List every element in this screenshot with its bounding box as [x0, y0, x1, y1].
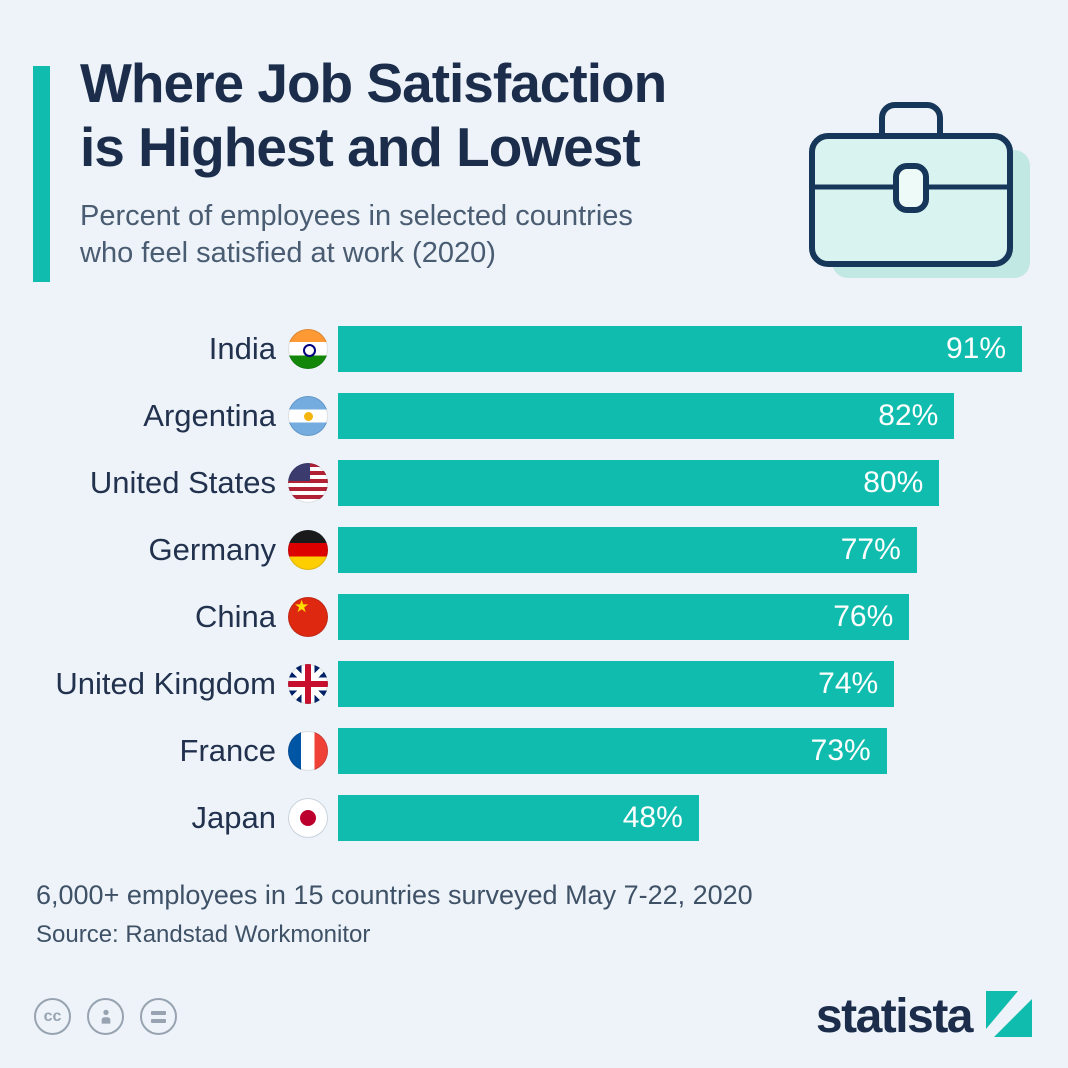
bar-value: 73% [810, 734, 871, 767]
country-name: Argentina [143, 398, 276, 433]
statista-logo-text: statista [815, 989, 974, 1043]
bar-value: 74% [818, 667, 879, 700]
bar-value: 77% [840, 533, 901, 566]
country-name: Japan [191, 800, 276, 835]
license-icons: cc [34, 998, 177, 1035]
flag-germany-icon [288, 530, 328, 570]
bar-argentina: 82% [338, 393, 955, 439]
statista-logo: statista [816, 991, 1032, 1042]
cc-icon[interactable]: cc [34, 998, 71, 1035]
bar-area: 76% [338, 594, 1022, 640]
bar-area: 82% [338, 393, 1022, 439]
page-title-line2: is Highest and Lowest [80, 115, 641, 178]
chart-row: China 76% [36, 594, 1022, 640]
source-note: Source: Randstad Workmonitor [36, 921, 371, 948]
briefcase-icon [800, 74, 1038, 291]
flag-france-icon [288, 731, 328, 771]
bar-germany: 77% [338, 527, 917, 573]
chart-row: United States 80% [36, 460, 1022, 506]
country-label: France [36, 731, 328, 771]
bar-area: 48% [338, 795, 1022, 841]
bar-india: 91% [338, 326, 1022, 372]
page-subtitle: Percent of employees in selected countri… [80, 198, 820, 273]
country-label: United States [36, 463, 328, 503]
country-label: United Kingdom [36, 664, 328, 704]
country-label: Germany [36, 530, 328, 570]
chart-row: Germany 77% [36, 527, 1022, 573]
flag-japan-icon [288, 798, 328, 838]
header: Where Job Satisfaction is Highest and Lo… [80, 52, 820, 273]
survey-note: 6,000+ employees in 15 countries surveye… [36, 880, 753, 910]
bar-area: 77% [338, 527, 1022, 573]
country-label: Argentina [36, 396, 328, 436]
footnotes: 6,000+ employees in 15 countries surveye… [36, 880, 753, 949]
bar-area: 91% [338, 326, 1022, 372]
chart-rows: India 91% Argentina 82% United States 80% Germ… [36, 326, 1022, 841]
country-label: Japan [36, 798, 328, 838]
page-title: Where Job Satisfaction is Highest and Lo… [80, 52, 820, 180]
chart-row: France 73% [36, 728, 1022, 774]
chart-row: United Kingdom 74% [36, 661, 1022, 707]
bar-chart: India 91% Argentina 82% United States 80% Germ… [36, 326, 1022, 862]
bar-japan: 48% [338, 795, 699, 841]
flag-india-icon [288, 329, 328, 369]
country-label: China [36, 597, 328, 637]
country-label: India [36, 329, 328, 369]
country-name: France [179, 733, 276, 768]
page-subtitle-line2: who feel satisfied at work (2020) [80, 237, 496, 270]
title-accent-bar [33, 66, 50, 282]
flag-united-states-icon [288, 463, 328, 503]
country-name: United States [89, 465, 276, 500]
statista-logo-mark [986, 991, 1032, 1042]
bar-value: 48% [622, 801, 683, 834]
flag-united-kingdom-icon [288, 664, 328, 704]
bar-value: 82% [878, 399, 939, 432]
page-title-line1: Where Job Satisfaction [80, 52, 667, 114]
bar-france: 73% [338, 728, 887, 774]
bottom-bar: cc statista [34, 991, 1032, 1042]
bar-china: 76% [338, 594, 910, 640]
country-name: India [208, 331, 276, 366]
bar-value: 80% [863, 466, 924, 499]
bar-united-states: 80% [338, 460, 940, 506]
equal-icon[interactable] [140, 998, 177, 1035]
bar-value: 91% [945, 332, 1006, 365]
attribution-icon[interactable] [87, 998, 124, 1035]
chart-row: Japan 48% [36, 795, 1022, 841]
bar-value: 76% [833, 600, 894, 633]
page-subtitle-line1: Percent of employees in selected countri… [80, 199, 633, 232]
country-name: United Kingdom [55, 666, 276, 701]
country-name: Germany [148, 532, 276, 567]
chart-row: Argentina 82% [36, 393, 1022, 439]
bar-area: 73% [338, 728, 1022, 774]
flag-china-icon [288, 597, 328, 637]
bar-area: 74% [338, 661, 1022, 707]
bar-area: 80% [338, 460, 1022, 506]
flag-argentina-icon [288, 396, 328, 436]
country-name: China [195, 599, 276, 634]
chart-row: India 91% [36, 326, 1022, 372]
bar-united-kingdom: 74% [338, 661, 895, 707]
